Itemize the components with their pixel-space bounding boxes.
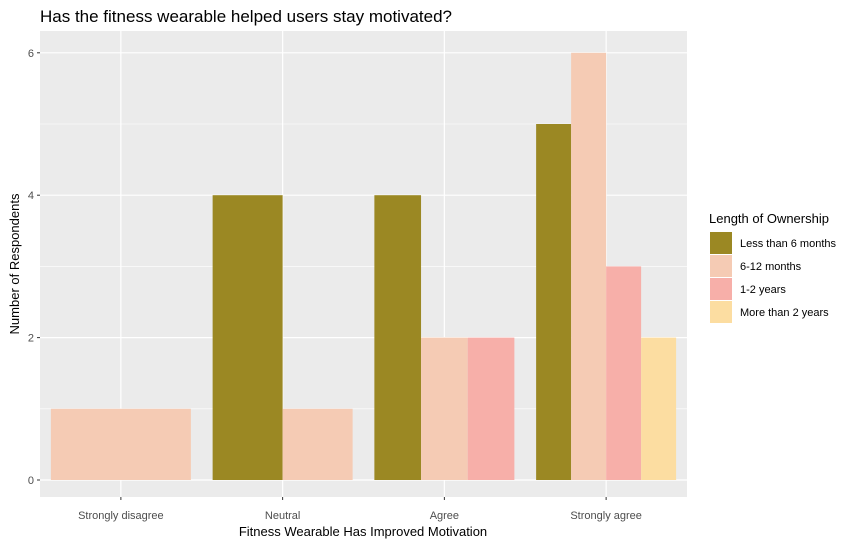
legend-label: More than 2 years [740,307,829,319]
legend-title: Length of Ownership [709,211,829,226]
x-tick-label: Neutral [265,510,300,522]
bar [467,337,515,480]
bar [606,266,642,480]
x-tick-label: Strongly agree [570,510,642,522]
bar [212,195,283,480]
x-axis-title: Fitness Wearable Has Improved Motivation [239,524,487,539]
bar [571,52,607,481]
y-tick-label: 6 [28,48,34,60]
chart-title: Has the fitness wearable helped users st… [40,7,452,26]
y-axis-title: Number of Respondents [7,193,22,334]
bar [641,337,677,480]
legend-swatch [710,255,732,277]
legend-label: 1-2 years [740,284,786,296]
y-tick-label: 4 [28,190,34,202]
y-tick-label: 2 [28,333,34,345]
y-tick-label: 0 [28,475,34,487]
bar [421,337,468,480]
legend-label: Less than 6 months [740,238,837,250]
bars [50,52,677,481]
bar [374,195,422,480]
x-tick-label: Strongly disagree [78,510,164,522]
legend: Length of Ownership Less than 6 months 6-… [709,211,837,323]
legend-swatch [710,232,732,254]
bar [536,124,572,480]
x-axis: Strongly disagree Neutral Agree Strongly ag… [78,497,642,522]
y-axis: 0 2 4 6 [28,48,40,487]
bar [282,408,353,480]
legend-swatch [710,301,732,323]
legend-swatch [710,278,732,300]
bar [50,408,191,480]
x-tick-label: Agree [430,510,459,522]
legend-label: 6-12 months [740,261,802,273]
